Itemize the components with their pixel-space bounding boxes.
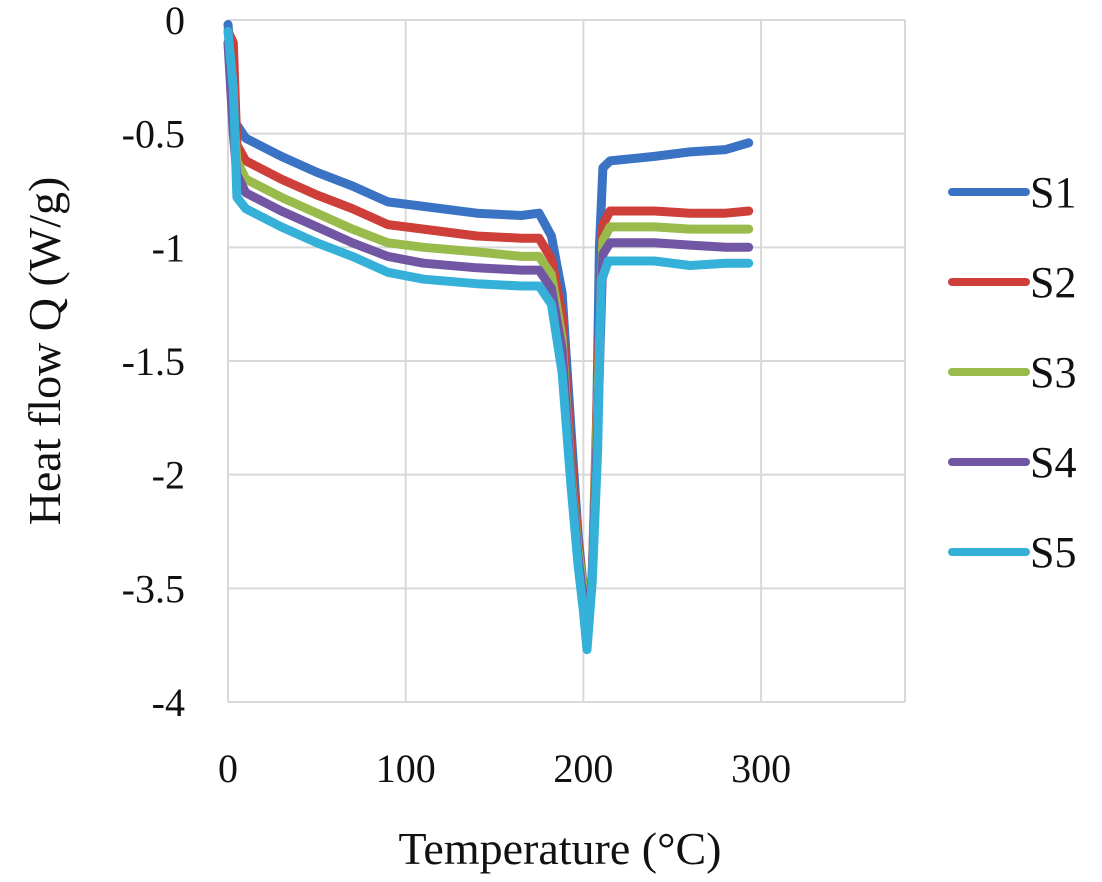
x-tick-label: 0 [218,746,238,791]
legend-label: S5 [1030,528,1076,577]
legend: S1 S2 S3 S4 S5 [948,168,1076,577]
y-tick-label: -4 [152,680,185,725]
legend-label: S4 [1030,438,1076,487]
series-line-s2 [223,26,754,643]
series-line-s3 [223,38,754,643]
legend-item-s3: S3 [948,348,1076,397]
series-lines [223,20,754,655]
legend-item-s1: S1 [948,168,1076,217]
x-tick-label: 100 [376,746,436,791]
legend-item-s4: S4 [948,438,1076,487]
x-tick-labels: 0 100 200 300 [218,746,791,791]
legend-label: S2 [1030,258,1076,307]
series-line-s5 [223,26,754,655]
legend-label: S1 [1030,168,1076,217]
y-tick-label: -3.5 [122,566,185,611]
legend-item-s2: S2 [948,258,1076,307]
y-tick-label: -1.5 [122,339,185,384]
y-tick-labels: 0 -0.5 -1 -1.5 -2 -3.5 -4 [122,0,185,725]
series-line-s1 [223,20,754,643]
y-axis-title: Heat flow Q (W/g) [19,177,70,526]
x-axis-title: Temperature (°C) [399,823,722,874]
legend-item-s5: S5 [948,528,1076,577]
y-tick-label: -2 [152,453,185,498]
y-tick-label: -1 [152,225,185,270]
y-tick-label: 0 [165,0,185,43]
y-tick-label: -0.5 [122,112,185,157]
x-tick-label: 300 [731,746,791,791]
x-tick-label: 200 [553,746,613,791]
legend-label: S3 [1030,348,1076,397]
